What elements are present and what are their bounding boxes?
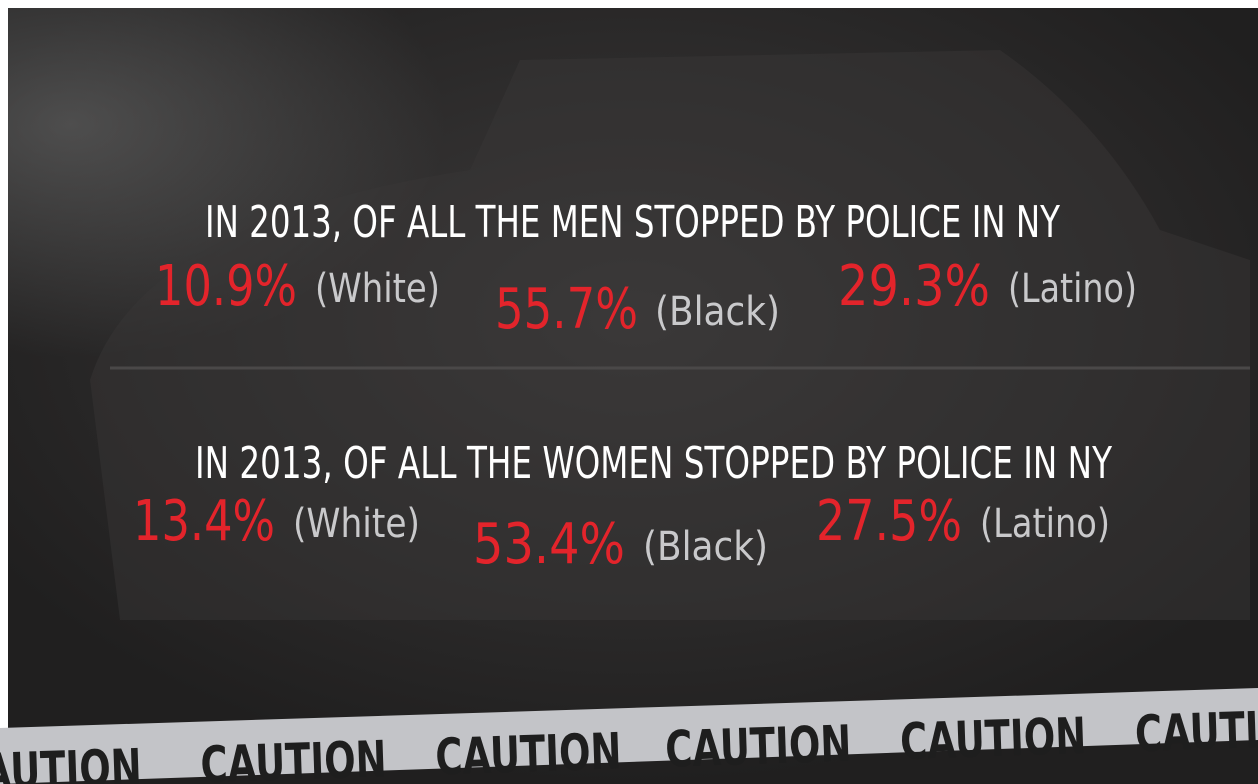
group-label: (Latino) [1008,266,1137,312]
caution-word: CAUTION [664,715,852,779]
group-label: (Latino) [980,501,1110,547]
caution-word: CAUTION [435,722,623,784]
group-label: (White) [293,501,420,547]
caution-word: CAUTION [899,707,1087,771]
percent: 10.9% [155,254,297,319]
group-label: (Black) [643,524,768,570]
percent: 13.4% [133,489,275,554]
caution-word: CAUTION [0,738,143,784]
headline: IN 2013, OF ALL THE WOMEN STOPPED BY POL… [195,438,1112,489]
headline: IN 2013, OF ALL THE MEN STOPPED BY POLIC… [205,197,1060,248]
percent: 29.3% [838,254,990,319]
group-label: (Black) [655,289,780,335]
percent: 53.4% [473,512,625,577]
percent: 27.5% [816,489,962,554]
infographic: IN 2013, OF ALL THE MEN STOPPED BY POLIC… [0,0,1258,784]
percent: 55.7% [495,277,638,342]
caution-word: CAUTION [200,730,388,784]
caution-word: CAUTION [1134,699,1258,763]
group-label: (White) [315,266,440,312]
